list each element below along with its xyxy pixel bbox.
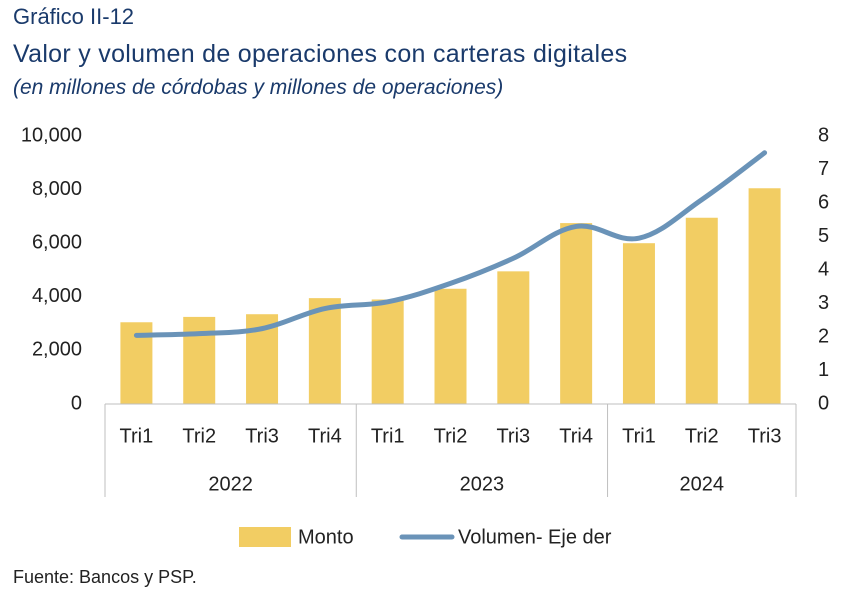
category-label: Tri3 (496, 425, 530, 447)
category-label: Tri2 (685, 425, 719, 447)
chart-title: Valor y volumen de operaciones con carte… (13, 40, 628, 68)
y-right-tick-label: 4 (818, 258, 829, 280)
category-label: Tri4 (559, 425, 593, 447)
source-note: Fuente: Bancos y PSP. (13, 567, 197, 587)
year-label: 2024 (680, 473, 725, 495)
category-label: Tri1 (120, 425, 154, 447)
bar (560, 223, 593, 404)
bar (622, 243, 655, 404)
y-right-tick-label: 6 (818, 191, 829, 213)
year-label: 2023 (460, 473, 505, 495)
year-label: 2022 (208, 473, 253, 495)
category-label: Tri4 (308, 425, 342, 447)
y-left-tick-label: 6,000 (32, 231, 82, 253)
chart-subtitle: (en millones de córdobas y millones de o… (13, 76, 504, 99)
legend-label-monto: Monto (298, 526, 354, 548)
category-label: Tri1 (622, 425, 656, 447)
y-right-tick-label: 3 (818, 292, 829, 314)
y-left-tick-label: 0 (71, 392, 82, 414)
legend-label-volumen: Volumen- Eje der (458, 526, 612, 548)
bar (497, 271, 530, 404)
y-left-tick-label: 10,000 (21, 124, 82, 146)
y-right-tick-label: 0 (818, 392, 829, 414)
y-left-tick-label: 8,000 (32, 178, 82, 200)
category-label: Tri1 (371, 425, 405, 447)
legend-swatch-monto (239, 527, 291, 547)
y-right-tick-label: 5 (818, 225, 829, 247)
category-label: Tri3 (748, 425, 782, 447)
bar (685, 217, 718, 404)
y-right-tick-label: 2 (818, 325, 829, 347)
y-left-tick-label: 2,000 (32, 339, 82, 361)
bar (371, 299, 404, 404)
y-left-tick-label: 4,000 (32, 285, 82, 307)
bar (434, 288, 467, 404)
bar (183, 316, 216, 404)
figure-label: Gráfico II-12 (13, 4, 135, 29)
category-label: Tri2 (182, 425, 216, 447)
category-label: Tri2 (434, 425, 468, 447)
y-right-tick-label: 7 (818, 158, 829, 180)
y-right-tick-label: 1 (818, 359, 829, 381)
series-line-volumen (133, 150, 768, 338)
y-right-tick-label: 8 (818, 124, 829, 146)
bar (308, 298, 341, 404)
bar (748, 188, 781, 404)
category-label: Tri3 (245, 425, 279, 447)
